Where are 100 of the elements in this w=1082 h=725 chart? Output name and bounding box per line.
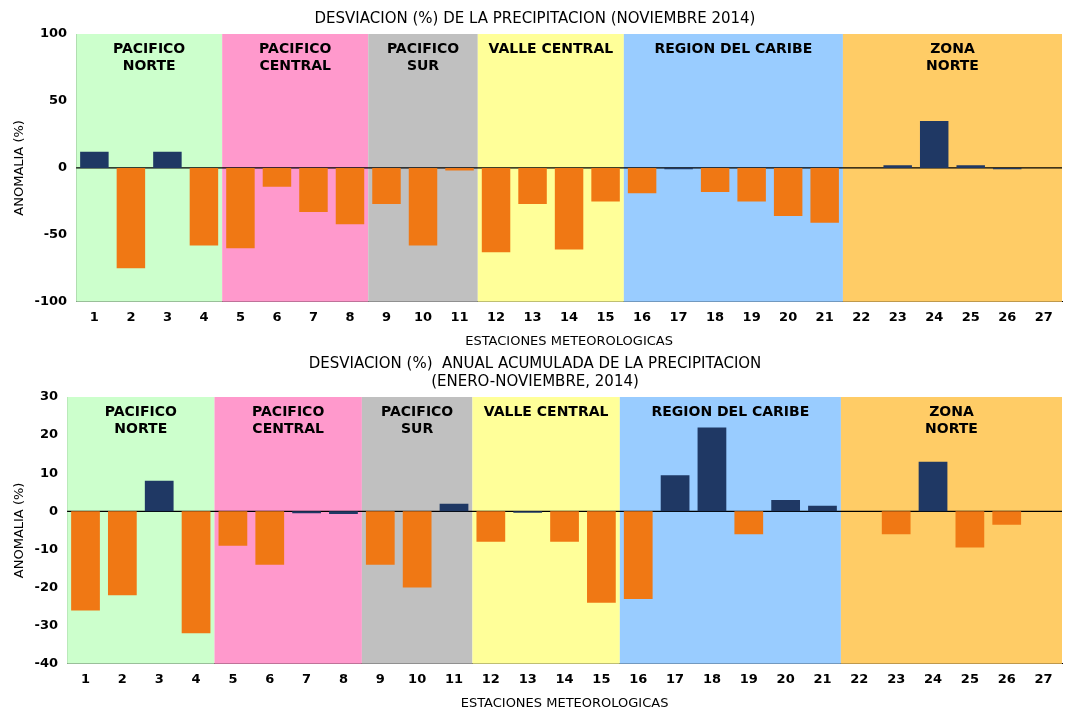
x-tick-label: 15 bbox=[596, 308, 615, 324]
bar bbox=[372, 167, 401, 205]
bar bbox=[554, 167, 584, 250]
bar bbox=[153, 151, 182, 168]
band-label: ZONA NORTE bbox=[925, 402, 978, 436]
x-tick-label: 27 bbox=[1034, 308, 1053, 324]
x-tick-label: 8 bbox=[338, 670, 348, 686]
x-tick-label: 8 bbox=[345, 308, 355, 324]
y-axis-title: ANOMALIA (%) bbox=[11, 120, 27, 216]
x-tick-label: 17 bbox=[666, 670, 685, 686]
x-tick-label: 14 bbox=[555, 670, 574, 686]
x-tick-label: 15 bbox=[592, 670, 611, 686]
x-tick-label: 12 bbox=[481, 670, 500, 686]
band-label: PACIFICO CENTRAL bbox=[259, 39, 332, 73]
x-tick-label: 19 bbox=[742, 308, 761, 324]
bar bbox=[700, 167, 730, 192]
x-tick-label: 13 bbox=[518, 670, 537, 686]
bar bbox=[80, 151, 109, 168]
band-label: VALLE CENTRAL bbox=[488, 39, 614, 56]
x-tick-label: 11 bbox=[450, 308, 469, 324]
band-label: PACIFICO NORTE bbox=[104, 402, 177, 436]
bar bbox=[335, 167, 365, 225]
bar bbox=[919, 121, 949, 168]
x-tick-label: 12 bbox=[486, 308, 506, 324]
bar bbox=[262, 167, 292, 187]
x-tick-label: 9 bbox=[375, 670, 385, 686]
bar bbox=[116, 167, 146, 269]
band-label: PACIFICO SUR bbox=[381, 402, 454, 436]
bar bbox=[181, 511, 211, 634]
band-label: VALLE CENTRAL bbox=[483, 402, 609, 419]
x-tick-label: 5 bbox=[228, 670, 238, 686]
bar bbox=[476, 511, 506, 542]
x-tick-label: 18 bbox=[702, 670, 721, 686]
x-tick-label: 10 bbox=[413, 308, 433, 324]
bar bbox=[255, 511, 285, 565]
x-tick-label: 24 bbox=[925, 308, 944, 324]
bar bbox=[587, 511, 616, 603]
bar bbox=[771, 499, 801, 512]
x-axis-title: ESTACIONES METEOROLOGICAS bbox=[460, 694, 669, 710]
bar bbox=[810, 167, 839, 223]
bar bbox=[627, 167, 657, 194]
x-tick-label: 2 bbox=[126, 308, 136, 324]
y-tick-label: -40 bbox=[34, 655, 59, 671]
bar bbox=[107, 511, 137, 596]
x-tick-label: 2 bbox=[117, 670, 127, 686]
x-tick-label: 11 bbox=[444, 670, 464, 686]
bar bbox=[623, 511, 653, 600]
x-tick-label: 1 bbox=[80, 670, 91, 686]
bar bbox=[226, 167, 255, 249]
bar bbox=[660, 475, 690, 512]
x-tick-label: 9 bbox=[381, 308, 392, 324]
bar bbox=[591, 167, 620, 202]
bar bbox=[956, 165, 985, 168]
y-tick-label: 30 bbox=[39, 388, 59, 404]
x-tick-label: 10 bbox=[408, 670, 427, 686]
x-tick-label: 22 bbox=[850, 670, 869, 686]
y-tick-label: 0 bbox=[58, 159, 68, 175]
bar bbox=[189, 167, 219, 246]
x-tick-label: 22 bbox=[852, 308, 871, 324]
x-tick-label: 24 bbox=[923, 670, 943, 686]
bar bbox=[365, 511, 395, 565]
bar bbox=[737, 167, 766, 202]
y-tick-label: -50 bbox=[43, 226, 68, 242]
x-tick-label: 19 bbox=[739, 670, 758, 686]
x-tick-label: 4 bbox=[191, 670, 201, 686]
y-tick-label: 0 bbox=[49, 502, 59, 518]
x-tick-label: 25 bbox=[960, 670, 979, 686]
x-tick-label: 23 bbox=[887, 670, 906, 686]
bar bbox=[144, 480, 174, 512]
x-tick-label: 25 bbox=[961, 308, 980, 324]
x-tick-label: 18 bbox=[706, 308, 725, 324]
x-tick-label: 5 bbox=[235, 308, 245, 324]
bar bbox=[881, 511, 911, 535]
band-label: ZONA NORTE bbox=[926, 39, 979, 73]
bar bbox=[955, 511, 985, 548]
bar bbox=[218, 511, 248, 546]
x-tick-label: 17 bbox=[669, 308, 688, 324]
band-label: PACIFICO SUR bbox=[386, 39, 460, 73]
band-label: REGION DEL CARIBE bbox=[651, 402, 810, 419]
bar bbox=[992, 511, 1022, 525]
x-tick-label: 26 bbox=[997, 670, 1016, 686]
bar bbox=[445, 167, 474, 171]
band-label: REGION DEL CARIBE bbox=[654, 39, 813, 56]
y-tick-label: 10 bbox=[39, 464, 59, 480]
bar bbox=[883, 165, 912, 168]
x-tick-label: 21 bbox=[815, 308, 834, 324]
band-label: PACIFICO NORTE bbox=[113, 39, 186, 73]
bar bbox=[329, 511, 358, 515]
x-tick-label: 16 bbox=[629, 670, 648, 686]
x-tick-label: 6 bbox=[272, 308, 282, 324]
y-axis-title: ANOMALIA (%) bbox=[11, 482, 27, 579]
x-tick-label: 16 bbox=[633, 308, 652, 324]
bar bbox=[734, 511, 764, 535]
bar bbox=[550, 511, 579, 542]
x-tick-label: 3 bbox=[162, 308, 172, 324]
bar bbox=[481, 167, 511, 253]
bar bbox=[408, 167, 438, 246]
bar bbox=[697, 427, 727, 512]
bar bbox=[71, 511, 100, 611]
x-tick-label: 21 bbox=[813, 670, 832, 686]
